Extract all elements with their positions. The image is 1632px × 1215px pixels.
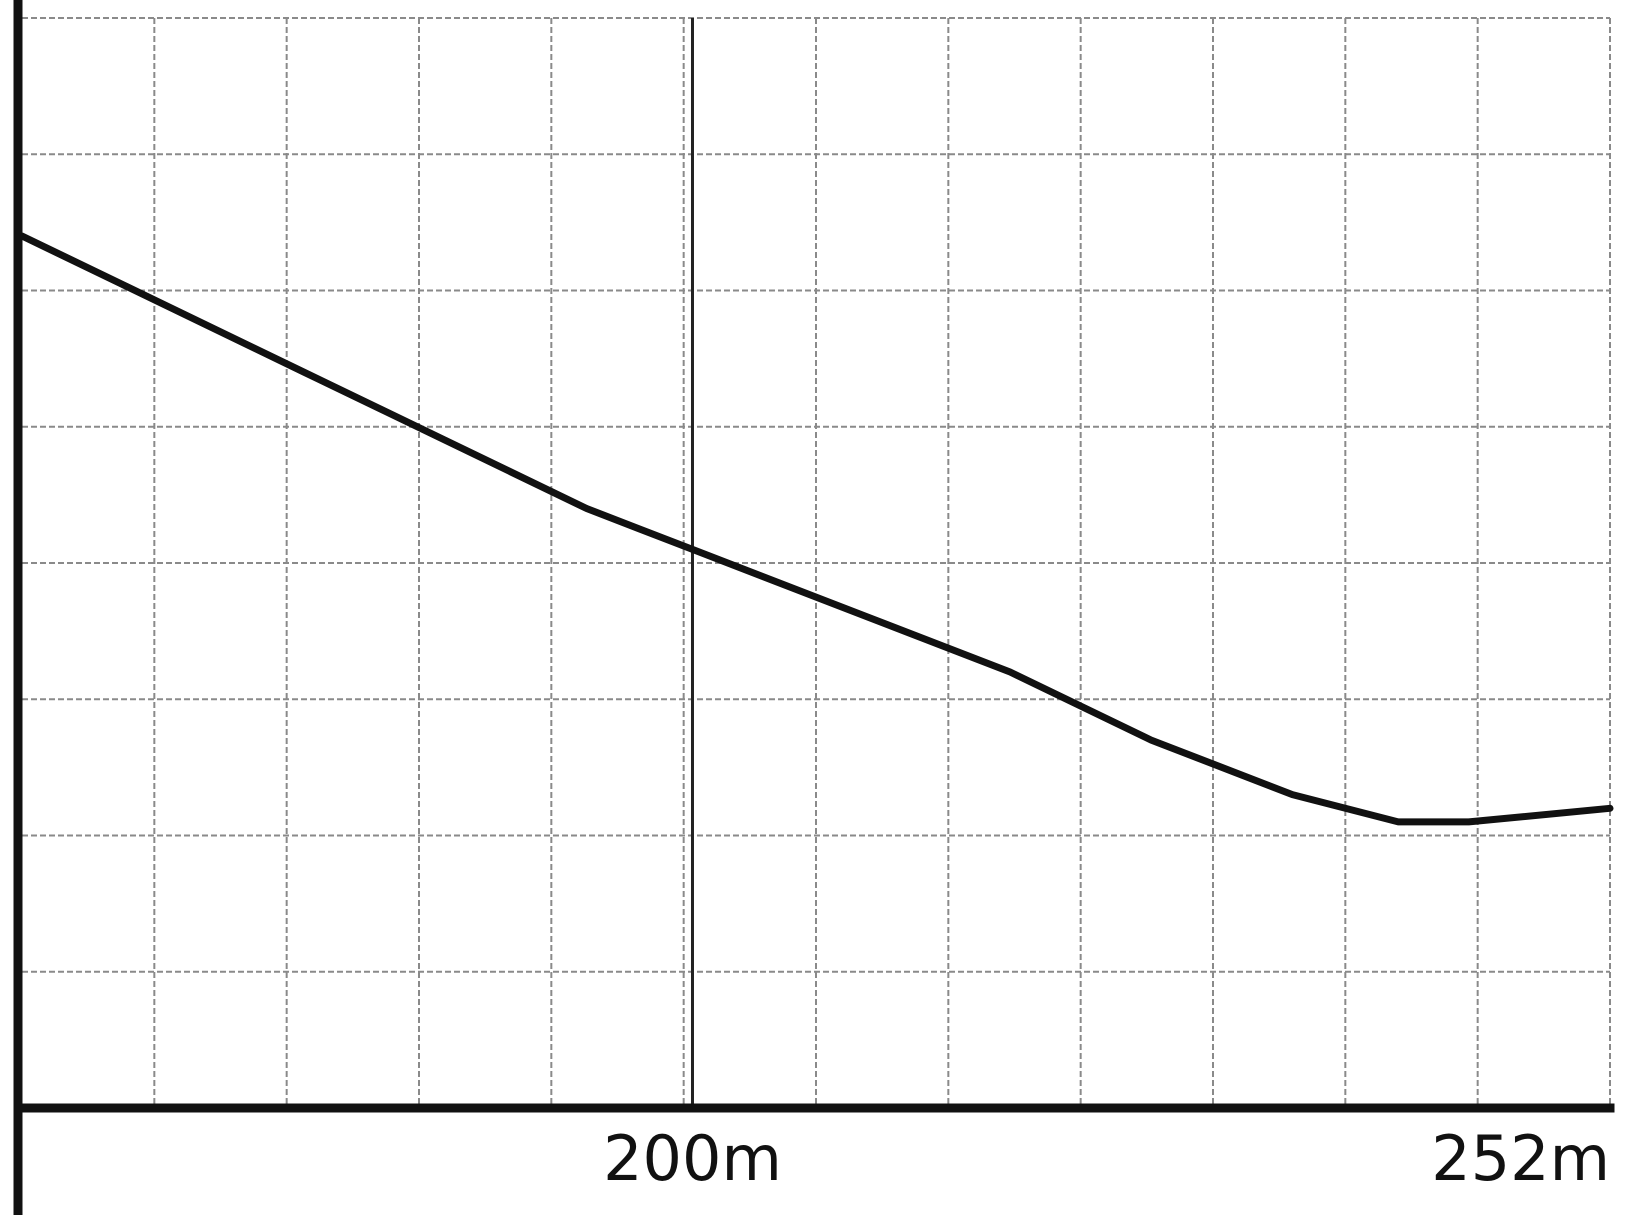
- x-tick-labels: 200m 252m: [603, 1122, 1610, 1195]
- axes: [13, 0, 1615, 1215]
- x-tick-label: 200m: [603, 1122, 782, 1195]
- grid: [22, 17, 1611, 1108]
- series-layer: [18, 232, 1614, 826]
- x-tick-label: 252m: [1431, 1122, 1610, 1195]
- series-line: [18, 232, 1614, 826]
